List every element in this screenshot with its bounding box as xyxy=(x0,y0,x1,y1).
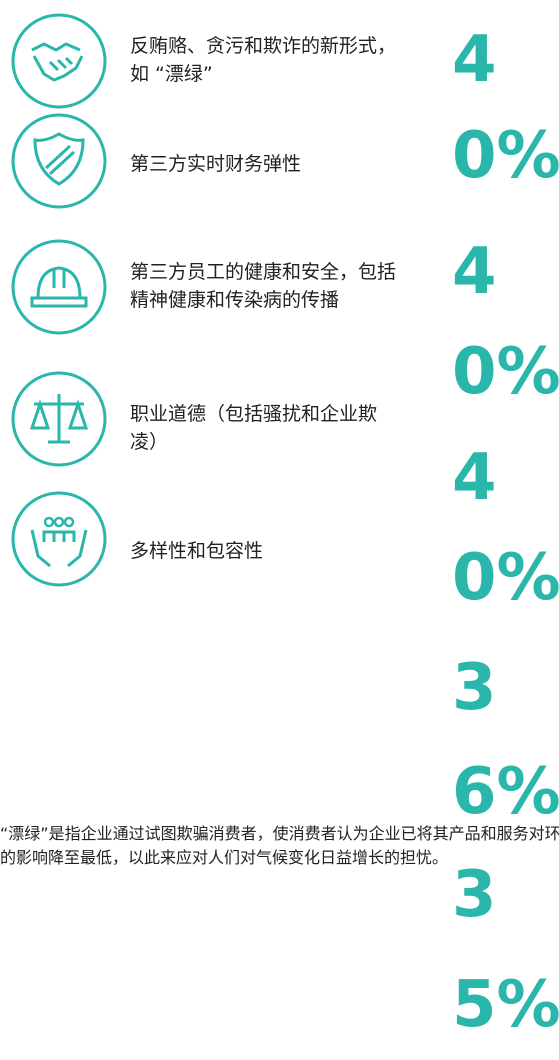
item-label: 多样性和包容性 xyxy=(130,540,264,562)
percentage: 35% xyxy=(452,858,559,1042)
helmet-icon xyxy=(11,239,107,335)
page: {"items":[ {"label":"反贿赂、贪污和欺诈的新形式，如 “漂绿… xyxy=(0,13,559,1042)
handshake-icon xyxy=(11,13,107,109)
percentage: 36% xyxy=(452,651,559,829)
item-label: 第三方实时财务弹性 xyxy=(130,153,302,175)
item-label: 第三方员工的健康和安全，包括精神健康和传染病的传播 xyxy=(130,261,397,311)
footnote: “漂绿”是指企业通过试图欺骗消费者，使消费者认为企业已将其产品和服务对环境的影响… xyxy=(0,824,559,867)
item-label: 职业道德（包括骚扰和企业欺凌） xyxy=(130,403,378,453)
percentage: 40% xyxy=(452,441,559,615)
percentage: 40% xyxy=(452,23,559,193)
item-label: 反贿赂、贪污和欺诈的新形式，如 “漂绿” xyxy=(130,35,397,85)
percentage: 40% xyxy=(452,235,559,409)
scale-icon xyxy=(11,371,107,467)
shield-icon xyxy=(11,113,107,209)
hands-icon xyxy=(11,491,107,587)
